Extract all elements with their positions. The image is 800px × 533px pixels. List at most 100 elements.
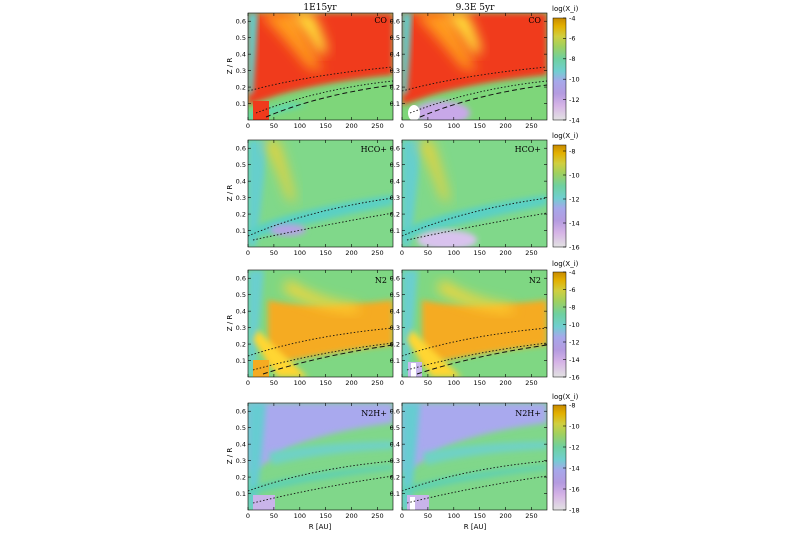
x-tick-label: 150 [319,122,331,130]
y-tick-label: 0.1 [236,357,246,365]
colorbar-label-2: log(X_i) [552,132,579,140]
colorbar-tick-label: -16 [569,485,580,493]
y-tick-label: 0.1 [236,227,246,235]
panel-frame-3-1 [401,402,548,511]
x-tick-label: 150 [473,512,485,520]
panel-co-right [402,13,547,120]
y-tick-label: 0.1 [390,100,400,108]
species-label-hcop-left: HCO+ [361,145,387,154]
x-tick-label: 250 [371,122,383,130]
y-tick-label: 0.1 [236,490,246,498]
colorbar-tick-label: -4 [569,268,575,276]
y-tick-label: 0.2 [390,340,400,348]
colorbar-tick-label: -6 [569,286,575,294]
y-axis-label-4: Z / R [226,448,234,465]
colorbar-4 [552,404,567,511]
colorbar-tick-label: -14 [569,464,580,472]
x-tick-label: 0 [246,122,250,130]
y-tick-label: 0.5 [236,424,246,432]
y-tick-label: 0.2 [390,83,400,91]
panel-n2-left [248,270,393,377]
colorbar-tick-label: -12 [569,338,580,346]
y-tick-label: 0.3 [236,194,246,202]
y-tick-label: 0.2 [390,473,400,481]
panel-n2-right [402,270,547,377]
x-tick-label: 200 [345,512,357,520]
y-tick-label: 0.2 [236,210,246,218]
y-tick-label: 0.6 [390,145,400,153]
x-tick-label: 50 [270,512,278,520]
y-tick-label: 0.2 [236,473,246,481]
y-tick-label: 0.6 [236,408,246,416]
y-tick-label: 0.3 [390,457,400,465]
x-tick-label: 250 [371,249,383,257]
colorbar-label-4: log(X_i) [552,393,579,401]
y-tick-label: 0.5 [390,291,400,299]
y-tick-label: 0.4 [236,50,246,58]
y-tick-label: 0.6 [236,18,246,26]
heatmap-n2hp-left [248,403,393,510]
y-tick-label: 0.6 [390,275,400,283]
x-tick-label: 50 [424,122,432,130]
colorbar-tick-label: -10 [569,422,580,430]
colorbar-tick-label: -14 [569,219,580,227]
x-tick-label: 250 [371,512,383,520]
x-tick-label: 0 [400,512,404,520]
row-hcop [248,140,547,247]
y-tick-label: 0.4 [390,440,400,448]
colorbar-tick-label: -12 [569,96,580,104]
y-axis-label-1: Z / R [226,58,234,75]
row-n2hp [248,403,547,510]
y-tick-label: 0.1 [390,357,400,365]
y-tick-label: 0.4 [236,307,246,315]
x-tick-label: 200 [345,122,357,130]
x-tick-label: 0 [400,122,404,130]
x-tick-label: 50 [424,512,432,520]
x-tick-label: 150 [473,379,485,387]
x-tick-label: 0 [400,379,404,387]
panel-n2hp-right [402,403,547,510]
x-tick-label: 250 [371,379,383,387]
y-tick-label: 0.4 [390,177,400,185]
y-tick-label: 0.2 [236,340,246,348]
x-tick-label: 250 [525,249,537,257]
x-tick-label: 50 [424,379,432,387]
species-label-co-left: CO [374,16,387,25]
colorbar-label-3: log(X_i) [552,260,579,268]
y-tick-label: 0.3 [390,67,400,75]
colorbar-tick-label: -10 [569,171,580,179]
y-tick-label: 0.5 [390,161,400,169]
x-tick-label: 50 [270,379,278,387]
row-co [248,13,547,120]
colorbar-tick-label: -16 [569,243,580,251]
x-tick-label: 200 [499,122,511,130]
y-tick-label: 0.4 [236,440,246,448]
x-tick-label: 50 [270,249,278,257]
panel-frame-0-1 [401,12,548,121]
panel-frame-2-0 [247,269,394,378]
y-axis-label-3: Z / R [226,315,234,332]
x-tick-label: 150 [473,249,485,257]
panel-frame-2-1 [401,269,548,378]
species-label-n2hp-right: N2H+ [515,409,541,418]
y-axis-label-2: Z / R [226,185,234,202]
colorbar-tick-label: -6 [569,35,575,43]
y-tick-label: 0.6 [236,275,246,283]
y-tick-label: 0.6 [390,18,400,26]
y-tick-label: 0.1 [390,227,400,235]
panel-co-left [248,13,393,120]
y-tick-label: 0.3 [236,457,246,465]
x-tick-label: 100 [448,122,460,130]
colorbar-tick-label: -14 [569,116,580,124]
heatmap-n2-left [248,270,393,377]
colorbar-tick-label: -8 [569,55,575,63]
x-tick-label: 200 [499,512,511,520]
y-tick-label: 0.4 [390,307,400,315]
x-tick-label: 100 [448,379,460,387]
species-label-n2hp-left: N2H+ [361,409,387,418]
y-tick-label: 0.3 [390,194,400,202]
x-tick-label: 150 [319,249,331,257]
colorbar-tick-label: -4 [569,14,575,22]
y-tick-label: 0.2 [390,210,400,218]
x-tick-label: 200 [499,249,511,257]
